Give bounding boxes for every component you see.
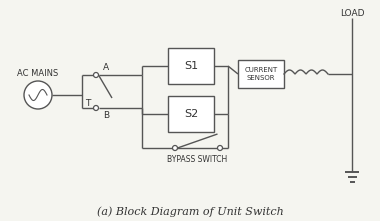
Text: AC MAINS: AC MAINS <box>17 69 59 78</box>
Bar <box>168 96 214 132</box>
Circle shape <box>24 81 52 109</box>
Circle shape <box>93 72 98 78</box>
Text: CURRENT
SENSOR: CURRENT SENSOR <box>244 67 278 80</box>
Text: LOAD: LOAD <box>340 8 364 17</box>
Circle shape <box>173 145 177 151</box>
Circle shape <box>93 105 98 110</box>
Text: BYPASS SWITCH: BYPASS SWITCH <box>167 156 228 164</box>
Text: A: A <box>103 63 109 72</box>
Text: (a) Block Diagram of Unit Switch: (a) Block Diagram of Unit Switch <box>97 207 283 217</box>
Text: B: B <box>103 112 109 120</box>
Text: S1: S1 <box>184 61 198 71</box>
Text: T: T <box>86 99 91 108</box>
Circle shape <box>217 145 223 151</box>
Bar <box>238 60 284 88</box>
Text: S2: S2 <box>184 109 198 119</box>
Bar <box>168 48 214 84</box>
